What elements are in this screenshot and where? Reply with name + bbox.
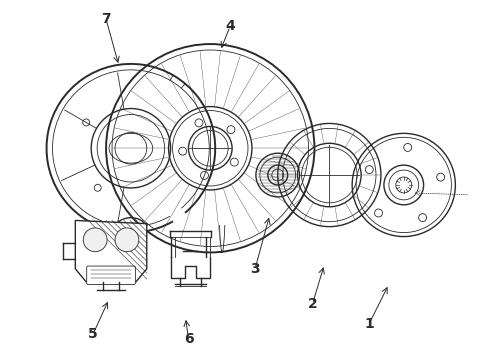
Circle shape [115,228,139,252]
Text: 1: 1 [364,317,374,331]
FancyBboxPatch shape [87,266,135,284]
Text: 2: 2 [308,297,318,311]
Text: 3: 3 [250,262,260,276]
Text: 4: 4 [225,19,235,33]
Polygon shape [75,220,147,282]
Text: 6: 6 [184,332,193,346]
Text: 7: 7 [101,12,111,26]
Circle shape [83,228,107,252]
Text: 5: 5 [88,327,98,341]
